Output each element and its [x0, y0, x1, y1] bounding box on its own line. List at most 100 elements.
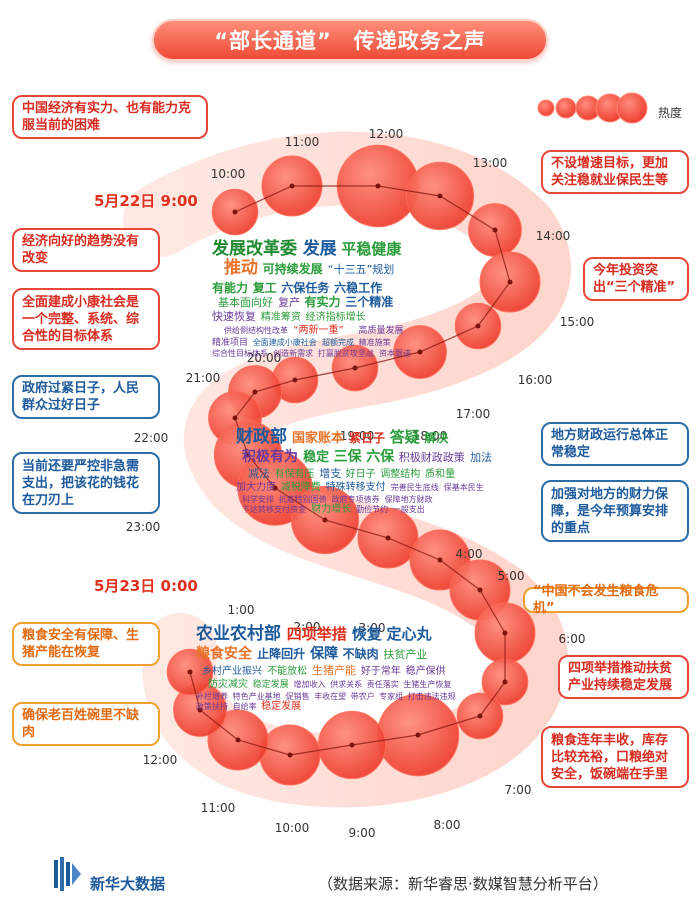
- cloud-word: 生猪产能: [312, 663, 356, 677]
- time-label: 1:00: [228, 603, 255, 617]
- cloud-word: 可持续发展: [263, 261, 323, 276]
- cloud-word: 加大力度: [236, 480, 276, 493]
- cloud-word: 农业农村部: [195, 623, 281, 644]
- timeline-dot: [375, 183, 381, 189]
- cloud-word: 科学安排: [242, 494, 274, 504]
- cloud-word: 六稳工作: [334, 280, 382, 295]
- cloud-word: 补栏增养: [196, 691, 228, 701]
- time-label: 2:00: [294, 620, 321, 634]
- cloud-word: 六保: [366, 448, 395, 465]
- time-label: 12:00: [369, 127, 404, 141]
- date-tag-day2: 5月23日 0:00: [94, 577, 198, 595]
- cloud-word: 完善民生底线: [391, 482, 439, 492]
- time-label: 4:00: [456, 547, 483, 561]
- cloud-word: 不能放松: [267, 664, 307, 677]
- note-xiaokang-goal: 全面建成小康社会是一个完整、系统、综合性的目标体系: [12, 288, 160, 350]
- cloud-word: 止降回升: [257, 646, 305, 661]
- legend-bubble: [537, 99, 555, 117]
- note-grain-security: 粮食安全有保障、生猪产能在恢复: [12, 622, 160, 666]
- cloud-word: 打赢脱贫攻坚战: [318, 348, 374, 358]
- timeline-dot: [415, 732, 421, 738]
- time-label: 16:00: [518, 373, 553, 387]
- cloud-word: 好于常年: [361, 664, 401, 677]
- cloud-word: 粮食安全: [196, 645, 253, 662]
- time-label: 9:00: [349, 826, 376, 840]
- xinhua-logo-icon: [54, 857, 81, 891]
- cloud-word: 稳定: [303, 449, 329, 465]
- timeline-dot: [287, 752, 293, 758]
- legend-bubble: [616, 92, 648, 124]
- cloud-word: 国家账本: [292, 430, 344, 446]
- time-label: 11:00: [285, 135, 320, 149]
- cloud-word: 不缺肉: [343, 646, 379, 661]
- cloud-word: 调整结构: [380, 467, 420, 480]
- cloud-word: 加法: [470, 450, 492, 464]
- cloud-word: 积极财政政策: [399, 450, 465, 464]
- cloud-word: 勤俭节约: [356, 504, 388, 514]
- cloud-word: 复产: [278, 295, 300, 309]
- note-grain-harvest: 粮食连年丰收，库存比较充裕，口粮绝对安全，饭碗端在手里: [541, 726, 689, 788]
- timeline-dot: [322, 517, 328, 523]
- cloud-word: 发展: [302, 238, 337, 259]
- cloud-word: 保障地方财政: [385, 494, 433, 504]
- cloud-word: 精准项目: [212, 336, 248, 348]
- time-label: 14:00: [536, 229, 571, 243]
- note-poverty-industry: 四项举措推动扶贫产业持续稳定发展: [558, 655, 689, 699]
- cloud-word: 创造新需求: [273, 348, 313, 358]
- cloud-word: 增支: [319, 466, 341, 480]
- timeline-dot: [289, 183, 295, 189]
- cloud-word: “十三五”规划: [328, 262, 394, 276]
- timeline-dot: [352, 365, 358, 371]
- cloud-word: 恢复: [352, 625, 383, 643]
- date-tag-day1: 5月22日 9:00: [94, 192, 198, 210]
- cloud-word: 特殊转移支付: [326, 480, 386, 493]
- timeline-dot: [502, 679, 508, 685]
- timeline-dot: [349, 742, 355, 748]
- cloud-word: 三保: [334, 448, 363, 465]
- cloud-word: 定心丸: [387, 625, 433, 643]
- time-label: 10:00: [275, 821, 310, 835]
- timeline-dot: [252, 389, 258, 395]
- timeline-dot: [197, 707, 203, 713]
- timeline-dot: [235, 737, 241, 743]
- timeline-dot: [232, 209, 238, 215]
- note-economy-trend: 经济向好的趋势没有改变: [12, 228, 160, 272]
- data-source: （数据来源：新华睿思·数媒智慧分析平台）: [318, 875, 608, 893]
- time-label: 8:00: [434, 818, 461, 832]
- cloud-word: 复工: [252, 280, 277, 295]
- time-label: 20:00: [247, 351, 282, 365]
- cloud-word: 有实力: [305, 294, 341, 309]
- time-label: 3:00: [359, 621, 386, 635]
- note-local-guarantee: 加强对地方的财力保障，是今年预算安排的重点: [541, 480, 689, 542]
- note-local-finance: 地方财政运行总体正常稳定: [541, 422, 689, 466]
- cloud-word: 三个精准: [345, 294, 393, 309]
- timeline-dot: [232, 415, 238, 421]
- cloud-word: 责任落实: [367, 679, 399, 689]
- cloud-word: 资本跟进: [379, 348, 411, 358]
- cloud-word: 质和量: [425, 468, 455, 480]
- timeline-dot: [385, 535, 391, 541]
- cloud-word: 经济指标增长: [306, 310, 366, 323]
- cloud-word: 快速恢复: [212, 309, 256, 323]
- cloud-word: 精准施策: [359, 337, 391, 347]
- cloud-word: 减税降费: [281, 480, 321, 493]
- cloud-word: 有保有压: [274, 467, 314, 480]
- note-pork-supply: 确保老百姓碗里不缺肉: [12, 702, 160, 746]
- timeline-dot: [477, 587, 483, 593]
- timeline-dot: [477, 713, 483, 719]
- cloud-word: 保障: [309, 645, 338, 662]
- time-label: 7:00: [505, 783, 532, 797]
- cloud-word: 政策扶持: [196, 701, 228, 711]
- title-part1: “部长通道”: [214, 29, 332, 53]
- cloud-word: 抗疫特别国债: [279, 494, 327, 504]
- legend-label: 热度: [658, 106, 683, 120]
- cloud-word: 保基本民生: [444, 482, 484, 492]
- note-no-food-crisis: “中国不会发生粮食危机”: [523, 584, 689, 616]
- cloud-word: 带农户: [351, 691, 375, 701]
- time-label: 11:00: [201, 801, 236, 815]
- cloud-word: 特色产业基地: [233, 691, 281, 701]
- timeline-dot: [417, 349, 423, 355]
